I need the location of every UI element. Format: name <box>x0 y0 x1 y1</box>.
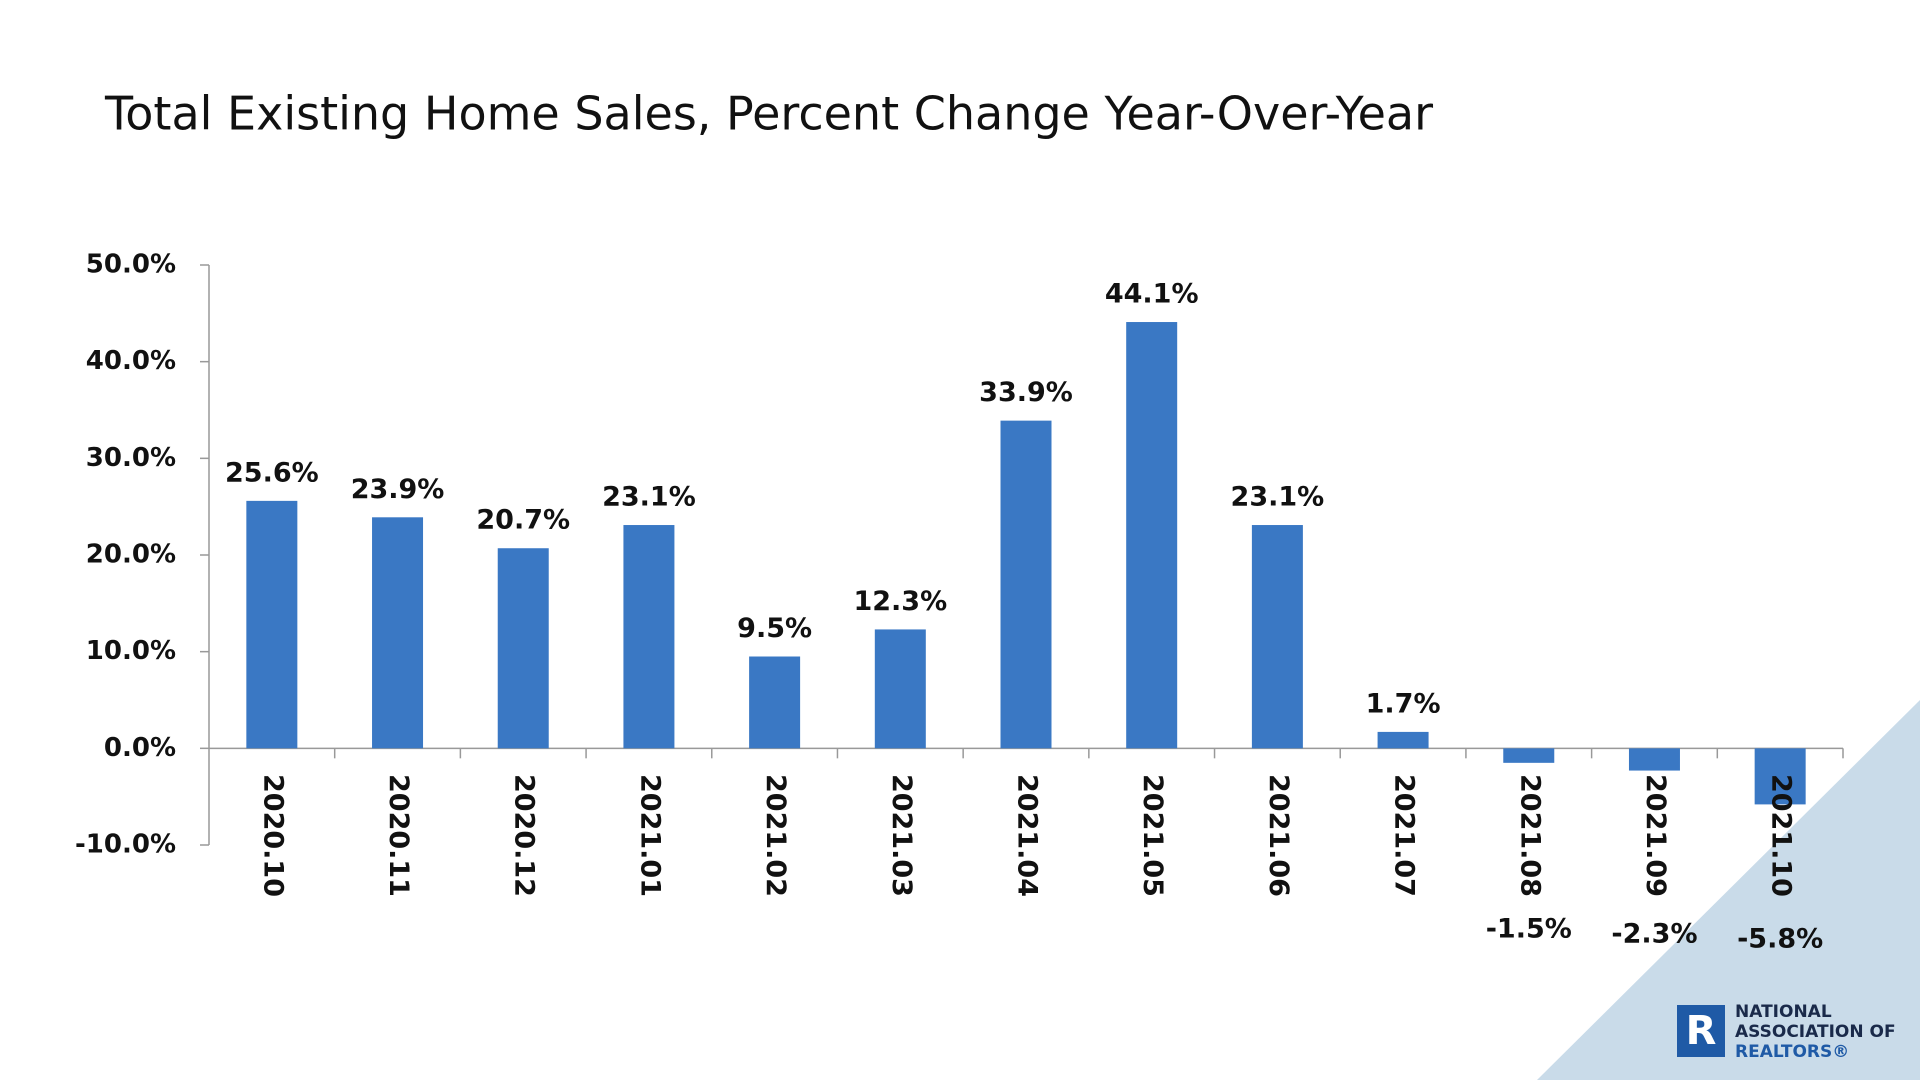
bar <box>1251 525 1303 749</box>
y-tick-label: 50.0% <box>86 250 176 280</box>
y-tick-label: 10.0% <box>86 636 176 666</box>
y-tick-label: 30.0% <box>86 443 176 473</box>
bar <box>1126 322 1178 749</box>
y-tick-label: 20.0% <box>86 540 176 570</box>
value-label: -2.3% <box>1611 919 1697 950</box>
value-label: 20.7% <box>476 505 570 536</box>
value-label: 9.5% <box>737 613 812 644</box>
logo-text: NATIONAL <box>1735 1002 1832 1022</box>
bar <box>497 548 549 749</box>
logo-letter: R <box>1686 1008 1717 1054</box>
bar <box>749 656 801 749</box>
value-label: -1.5% <box>1486 914 1572 945</box>
value-label: 33.9% <box>979 377 1073 408</box>
value-label: -5.8% <box>1737 924 1823 955</box>
bar <box>1628 748 1680 771</box>
x-tick-label: 2020.10 <box>257 774 288 897</box>
x-tick-label: 2021.07 <box>1389 774 1420 897</box>
value-label: 44.1% <box>1105 279 1199 310</box>
corner-decoration <box>1537 700 1920 1080</box>
value-label: 23.9% <box>351 474 445 505</box>
x-tick-label: 2021.05 <box>1137 774 1168 897</box>
logo-text: ASSOCIATION OF <box>1735 1022 1896 1042</box>
value-label: 23.1% <box>602 482 696 513</box>
x-tick-label: 2020.12 <box>509 774 540 897</box>
y-tick-label: -10.0% <box>75 830 176 860</box>
bar <box>1754 748 1806 805</box>
x-tick-label: 2020.11 <box>383 774 414 897</box>
bar <box>874 629 926 749</box>
x-tick-label: 2021.04 <box>1012 774 1043 897</box>
value-label: 23.1% <box>1231 482 1325 513</box>
x-tick-label: 2021.01 <box>634 774 665 897</box>
x-tick-label: 2021.02 <box>760 774 791 897</box>
x-tick-label: 2021.08 <box>1514 774 1545 897</box>
y-tick-label: 40.0% <box>86 346 176 376</box>
y-tick-label: 0.0% <box>104 733 176 763</box>
x-tick-label: 2021.03 <box>886 774 917 897</box>
value-label: 1.7% <box>1366 688 1441 719</box>
value-label: 12.3% <box>853 586 947 617</box>
x-tick-label: 2021.06 <box>1263 774 1294 897</box>
bar <box>1503 748 1555 763</box>
bar <box>372 517 424 749</box>
bar <box>246 500 298 749</box>
x-tick-label: 2021.09 <box>1640 774 1671 897</box>
bar <box>1377 731 1429 749</box>
value-label: 25.6% <box>225 457 319 488</box>
x-tick-label: 2021.10 <box>1766 774 1797 897</box>
bar <box>1000 420 1052 749</box>
chart-title: Total Existing Home Sales, Percent Chang… <box>104 87 1433 141</box>
logo-text: REALTORS® <box>1735 1042 1849 1062</box>
bar <box>623 525 675 749</box>
logo-mark <box>1677 1005 1725 1057</box>
